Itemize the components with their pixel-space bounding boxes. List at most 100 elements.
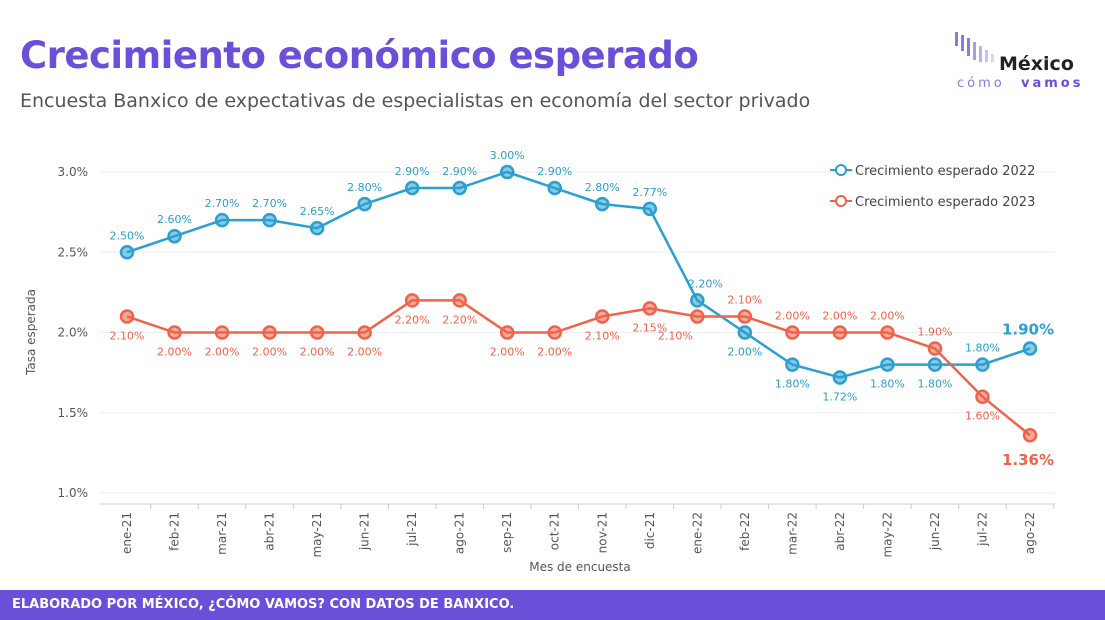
x-tick-label: ago-21: [453, 512, 467, 554]
data-label: 2.20%: [688, 277, 723, 290]
legend-marker: [835, 164, 847, 176]
data-point: [167, 228, 182, 244]
data-point: [832, 370, 848, 385]
legend-marker: [835, 195, 847, 207]
data-label: 1.90%: [917, 326, 952, 339]
svg-text:cómo: cómo: [957, 76, 1005, 90]
x-tick-label: jul-21: [405, 512, 419, 547]
data-point: [785, 325, 800, 340]
data-point: [452, 293, 467, 308]
x-tick-label: jun-22: [928, 512, 942, 551]
data-label: 2.20%: [442, 313, 477, 326]
data-point: [927, 341, 943, 356]
data-point: [1022, 341, 1038, 356]
x-axis-label: Mes de encuesta: [529, 560, 631, 574]
data-point: [880, 357, 895, 372]
x-tick-label: dic-21: [643, 512, 657, 549]
y-tick-label: 1.0%: [58, 486, 89, 500]
y-tick-label: 3.0%: [58, 165, 89, 179]
data-point: [547, 180, 562, 196]
data-label: 2.80%: [347, 181, 382, 194]
data-label: 1.80%: [917, 378, 952, 391]
data-point: [357, 325, 372, 340]
y-axis-label: Tasa esperada: [24, 289, 38, 376]
data-point: [262, 212, 277, 228]
data-label: 2.00%: [347, 346, 382, 359]
x-tick-label: feb-22: [738, 512, 752, 551]
data-label: 2.50%: [110, 229, 145, 242]
page-subtitle: Encuesta Banxico de expectativas de espe…: [20, 90, 811, 112]
data-label: 2.60%: [157, 213, 192, 226]
data-label: 2.90%: [395, 165, 430, 178]
data-point: [642, 301, 658, 316]
data-label: 1.80%: [965, 342, 1000, 355]
data-point: [452, 180, 467, 196]
data-point: [975, 357, 990, 372]
x-tick-label: ene-21: [120, 512, 134, 554]
series-line: [126, 170, 1031, 379]
footer-source: ELABORADO POR MÉXICO, ¿CÓMO VAMOS? CON D…: [0, 590, 1105, 620]
data-point: [737, 309, 753, 324]
data-point: [167, 325, 182, 340]
data-label: 1.80%: [775, 378, 810, 391]
x-tick-label: may-21: [310, 512, 324, 558]
data-point: [499, 325, 515, 340]
data-label: 2.00%: [205, 346, 240, 359]
data-label: 2.20%: [395, 313, 430, 326]
legend-entry: Crecimiento esperado 2023: [855, 195, 1035, 210]
data-label: 1.80%: [870, 378, 905, 391]
x-tick-label: abr-21: [263, 512, 277, 551]
data-point: [595, 196, 610, 212]
data-point: [832, 325, 848, 340]
data-label: 2.10%: [585, 329, 620, 342]
series-line: [126, 299, 1031, 437]
data-label: 2.90%: [442, 165, 477, 178]
data-point: [642, 201, 658, 217]
data-label: 2.15%: [632, 321, 667, 334]
x-tick-label: mar-22: [785, 512, 799, 555]
data-point: [357, 196, 372, 212]
x-tick-label: sep-21: [500, 512, 514, 553]
x-tick-label: abr-22: [833, 512, 847, 551]
data-point: [595, 309, 610, 324]
data-label: 2.10%: [110, 329, 145, 342]
data-label: 2.70%: [205, 197, 240, 210]
x-tick-label: mar-21: [215, 512, 229, 555]
x-tick-label: ago-22: [1023, 512, 1037, 554]
x-tick-label: jul-22: [975, 512, 989, 547]
line-chart: 1.0% 1.5% 2.0% 2.5% 3.0% ene-21 feb-21 mar-21 ab…: [24, 149, 1055, 574]
data-label: 1.60%: [965, 410, 1000, 423]
data-point: [785, 357, 800, 372]
data-point: [309, 220, 325, 236]
data-label: 2.00%: [822, 310, 857, 323]
data-label: 3.00%: [490, 149, 525, 162]
data-label: 2.00%: [300, 346, 335, 359]
data-label: 1.36%: [1002, 451, 1054, 469]
legend-entry: Crecimiento esperado 2022: [855, 164, 1035, 179]
data-point: [927, 357, 943, 372]
mexico-como-vamos-logo: México cómo vamos: [955, 30, 1090, 91]
x-tick-label: feb-21: [168, 512, 182, 551]
page-title: Crecimiento económico esperado: [20, 34, 699, 77]
data-point: [975, 389, 990, 404]
data-label: 2.77%: [632, 186, 667, 199]
data-label: 2.00%: [775, 310, 810, 323]
data-label: 1.90%: [1002, 321, 1054, 339]
data-point: [737, 325, 753, 340]
series-2022: 2.50% 2.60% 2.70% 2.70% 2.65% 2.80% 2.90% 2.90%…: [110, 149, 1055, 403]
data-point: [1022, 427, 1038, 443]
series-2023: 2.10% 2.00% 2.00% 2.00% 2.00% 2.00% 2.20% 2.20%…: [110, 293, 1054, 469]
y-tick-label: 1.5%: [58, 406, 89, 420]
data-label: 2.00%: [537, 346, 572, 359]
data-point: [119, 309, 135, 324]
y-tick-label: 2.0%: [58, 326, 89, 340]
data-point: [404, 293, 420, 308]
data-label: 1.72%: [822, 390, 857, 403]
data-point: [547, 325, 562, 340]
data-label: 2.80%: [585, 181, 620, 194]
svg-text:vamos: vamos: [1021, 76, 1083, 90]
data-label: 2.00%: [490, 346, 525, 359]
data-point: [309, 325, 325, 340]
x-tick-label: may-22: [880, 512, 894, 558]
data-label: 2.00%: [252, 346, 287, 359]
